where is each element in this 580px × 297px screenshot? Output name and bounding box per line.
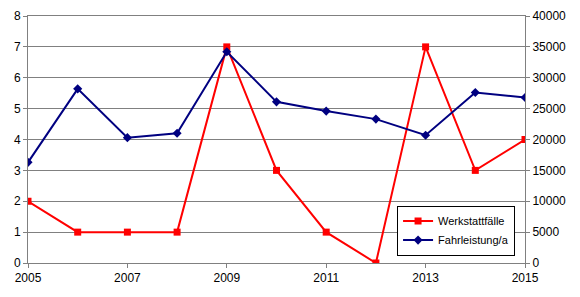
svg-text:0: 0 (532, 256, 539, 270)
svg-text:6: 6 (14, 71, 21, 85)
svg-text:15000: 15000 (532, 164, 566, 178)
svg-text:2009: 2009 (213, 271, 240, 285)
svg-text:2015: 2015 (512, 271, 539, 285)
svg-text:25000: 25000 (532, 102, 566, 116)
svg-text:7: 7 (14, 40, 21, 54)
svg-text:2011: 2011 (313, 271, 339, 285)
svg-text:Fahrleistung/a: Fahrleistung/a (438, 234, 509, 246)
svg-text:Werkstattfälle: Werkstattfälle (438, 215, 504, 227)
svg-text:40000: 40000 (532, 9, 566, 23)
svg-text:4: 4 (14, 133, 21, 147)
svg-text:5000: 5000 (532, 225, 559, 239)
svg-text:2007: 2007 (114, 271, 141, 285)
svg-text:35000: 35000 (532, 40, 566, 54)
svg-text:2: 2 (14, 194, 21, 208)
svg-text:0: 0 (14, 256, 21, 270)
svg-text:20000: 20000 (532, 133, 566, 147)
svg-text:2005: 2005 (15, 271, 42, 285)
svg-text:1: 1 (14, 225, 21, 239)
svg-text:3: 3 (14, 164, 21, 178)
svg-text:10000: 10000 (532, 194, 566, 208)
svg-text:8: 8 (14, 9, 21, 23)
svg-text:2013: 2013 (412, 271, 439, 285)
svg-text:30000: 30000 (532, 71, 566, 85)
svg-text:5: 5 (14, 102, 21, 116)
